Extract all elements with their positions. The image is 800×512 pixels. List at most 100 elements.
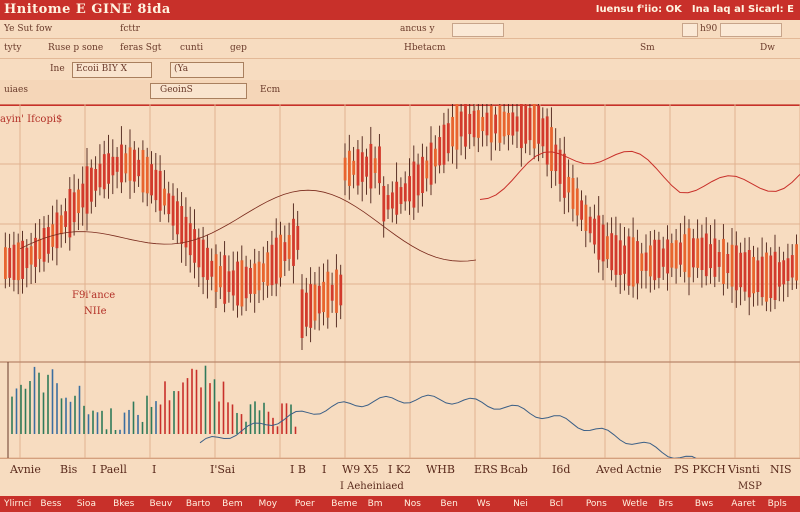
status-item[interactable]: Bem: [222, 499, 243, 509]
x-label-1: Avnie: [10, 463, 41, 476]
candle-body: [120, 144, 123, 183]
tb2-item-1[interactable]: tyty: [4, 43, 22, 53]
tb2-item-4[interactable]: cunti: [180, 43, 204, 53]
status-item[interactable]: Sioa: [76, 499, 96, 509]
candle-body: [300, 289, 304, 339]
x-label-13: I6d: [552, 463, 571, 476]
candle-body: [206, 247, 209, 280]
candle-body: [343, 157, 347, 181]
tb3-field-2[interactable]: [170, 62, 244, 78]
status-item[interactable]: Nei: [513, 499, 528, 509]
chart-grid: [0, 104, 800, 458]
tb2-item-2[interactable]: Ruse p sone: [48, 43, 104, 53]
tb3-item-3[interactable]: (Ya: [174, 64, 189, 74]
tb2-item-3[interactable]: feras Sgt: [120, 43, 162, 53]
tb2-item-5[interactable]: gep: [230, 43, 247, 53]
candle-body: [141, 149, 145, 193]
candle-body: [133, 149, 136, 182]
status-item[interactable]: Barto: [185, 499, 211, 509]
symbol-input[interactable]: [452, 23, 504, 37]
status-item[interactable]: Ylirnci: [4, 499, 32, 509]
menu-item-3[interactable]: ancus y: [400, 24, 435, 34]
candle-body: [111, 156, 115, 176]
candle-body: [451, 116, 454, 147]
title-info-1[interactable]: Iuensu f'iio: OK: [595, 4, 682, 15]
candle-body: [382, 185, 386, 222]
candle-body: [98, 163, 102, 188]
candle-body: [790, 255, 794, 278]
candle-body: [631, 237, 635, 287]
candle-body: [391, 192, 394, 209]
candle-body: [683, 234, 687, 272]
candle-body: [55, 212, 59, 249]
status-item[interactable]: Poer: [294, 499, 315, 509]
candle-body: [34, 237, 37, 267]
status-item[interactable]: Beme: [331, 499, 358, 509]
candle-body: [481, 116, 485, 132]
candle-body: [722, 238, 725, 284]
candle-body: [335, 269, 338, 313]
checkbox-a[interactable]: [682, 23, 698, 37]
title-info-2[interactable]: Ina Iaq aI Sicarl: E: [691, 4, 794, 15]
candle-body: [59, 215, 63, 235]
status-item[interactable]: Bm: [367, 499, 383, 509]
status-item[interactable]: Moy: [258, 499, 278, 509]
tb4-field[interactable]: [150, 83, 247, 99]
candle-body: [68, 188, 72, 238]
candle-body: [623, 245, 626, 274]
x-axis-subtitle: I Aeheiniaed: [340, 481, 404, 492]
candle-body: [795, 244, 798, 281]
candle-body: [653, 239, 657, 281]
status-item[interactable]: Wetle: [622, 499, 648, 509]
status-item[interactable]: Nos: [404, 499, 421, 509]
candle-body: [773, 251, 777, 300]
candle-body: [210, 260, 214, 277]
candle-body: [253, 263, 257, 294]
candle-body: [498, 105, 502, 143]
status-item[interactable]: Aaret: [731, 499, 756, 509]
candle-body: [102, 154, 106, 190]
candle-body: [279, 234, 282, 278]
status-item[interactable]: Bpls: [767, 499, 787, 509]
status-item[interactable]: Pons: [585, 499, 607, 509]
tb4-item-2[interactable]: GeoinS: [160, 85, 193, 95]
tb3-field[interactable]: [72, 62, 152, 78]
status-item[interactable]: Bws: [694, 499, 714, 509]
tb2-item-7[interactable]: Sm: [640, 43, 655, 53]
status-item[interactable]: Bkes: [113, 499, 135, 509]
candle-body: [236, 261, 239, 306]
candle-body: [541, 118, 545, 147]
x-label-4: I: [152, 463, 157, 476]
status-item[interactable]: Bess: [40, 499, 62, 509]
chart-area[interactable]: [0, 104, 800, 458]
status-item[interactable]: Ben: [440, 499, 458, 509]
tb4-item-1[interactable]: uiaes: [4, 85, 28, 95]
candle-body: [760, 256, 764, 298]
candle-body: [219, 266, 222, 288]
candle-body: [77, 189, 80, 214]
overlay-line-path: [479, 150, 800, 200]
tb2-item-8[interactable]: Dw: [760, 43, 775, 53]
candle-body: [786, 258, 790, 281]
status-item[interactable]: Ws: [476, 499, 491, 509]
menu-item-1[interactable]: Ye Sut fow: [4, 24, 53, 34]
tb4-item-3[interactable]: Ecm: [260, 85, 281, 95]
status-item[interactable]: Beuv: [149, 499, 173, 509]
candle-body: [545, 116, 549, 165]
candle-body: [158, 170, 162, 211]
candle-body: [532, 104, 536, 149]
candle-body: [369, 143, 373, 189]
candle-body: [373, 158, 377, 173]
candle-body: [752, 256, 755, 294]
menu-item-4[interactable]: h90: [700, 24, 718, 34]
candle-body: [90, 167, 93, 202]
candle-body: [644, 252, 648, 271]
tb2-item-6[interactable]: Hbetacm: [404, 43, 446, 53]
period-input[interactable]: [720, 23, 782, 37]
status-item[interactable]: Bcl: [549, 499, 564, 509]
tb3-item-2[interactable]: Ecoii BIY X: [76, 64, 128, 74]
tb3-item-1[interactable]: Ine: [50, 64, 65, 74]
status-item[interactable]: Brs: [658, 499, 674, 509]
candle-body: [558, 149, 562, 184]
menu-item-2[interactable]: fcttr: [120, 24, 140, 34]
